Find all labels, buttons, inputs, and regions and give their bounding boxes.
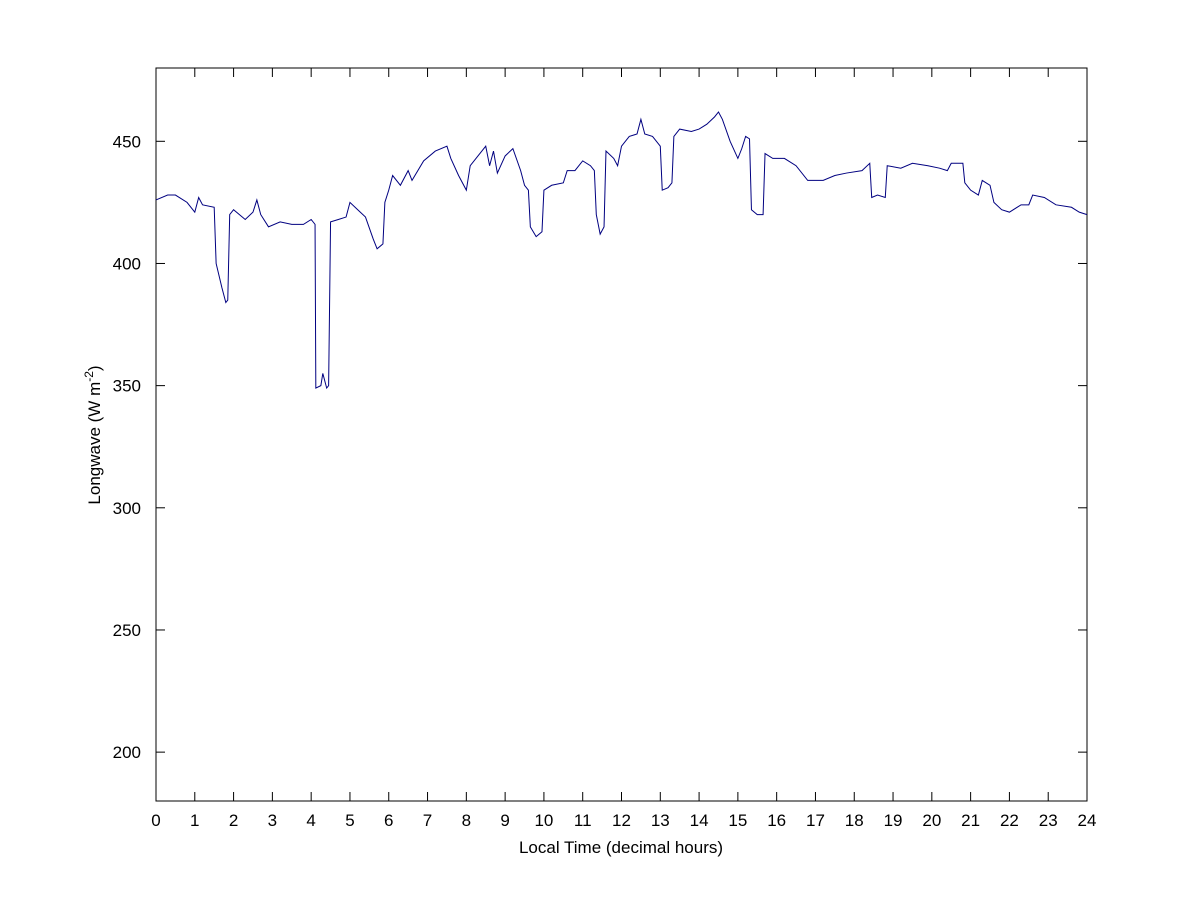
x-tick-label: 23 — [1039, 811, 1058, 830]
y-tick-label: 200 — [113, 743, 141, 762]
x-tick-label: 2 — [229, 811, 238, 830]
data-line — [155, 111, 1088, 390]
x-tick-label: 22 — [1000, 811, 1019, 830]
x-tick-label: 4 — [306, 811, 315, 830]
x-tick-label: 18 — [845, 811, 864, 830]
x-tick-label: 21 — [961, 811, 980, 830]
x-tick-label: 11 — [574, 811, 592, 830]
y-tick-label: 400 — [113, 254, 141, 273]
x-tick-label: 8 — [462, 811, 471, 830]
plot-frame — [155, 67, 1088, 802]
x-tick-label: 24 — [1078, 811, 1097, 830]
x-tick-label: 5 — [345, 811, 354, 830]
x-tick-label: 19 — [884, 811, 903, 830]
y-tick-label: 450 — [113, 132, 141, 151]
x-tick-label: 7 — [423, 811, 432, 830]
y-label-superscript: -2 — [82, 371, 96, 382]
y-label-suffix: ) — [85, 365, 104, 371]
x-tick-label: 17 — [806, 811, 825, 830]
x-tick-label: 0 — [151, 811, 160, 830]
x-tick-label: 6 — [384, 811, 393, 830]
y-axis-label: Longwave (W m-2) — [82, 365, 104, 504]
x-tick-label: 15 — [728, 811, 747, 830]
x-tick-label: 14 — [690, 811, 709, 830]
x-tick-label: 13 — [651, 811, 670, 830]
x-axis-label: Local Time (decimal hours) — [519, 838, 723, 857]
x-tick-label: 1 — [190, 811, 199, 830]
x-tick-label: 10 — [534, 811, 553, 830]
x-tick-label: 16 — [767, 811, 786, 830]
y-tick-label: 350 — [113, 377, 141, 396]
y-label-text: Longwave (W m — [85, 382, 104, 505]
y-tick-label: 250 — [113, 621, 141, 640]
x-tick-label: 3 — [268, 811, 277, 830]
x-tick-label: 12 — [612, 811, 631, 830]
x-tick-label: 20 — [922, 811, 941, 830]
x-tick-label: 9 — [500, 811, 509, 830]
y-tick-label: 300 — [113, 499, 141, 518]
